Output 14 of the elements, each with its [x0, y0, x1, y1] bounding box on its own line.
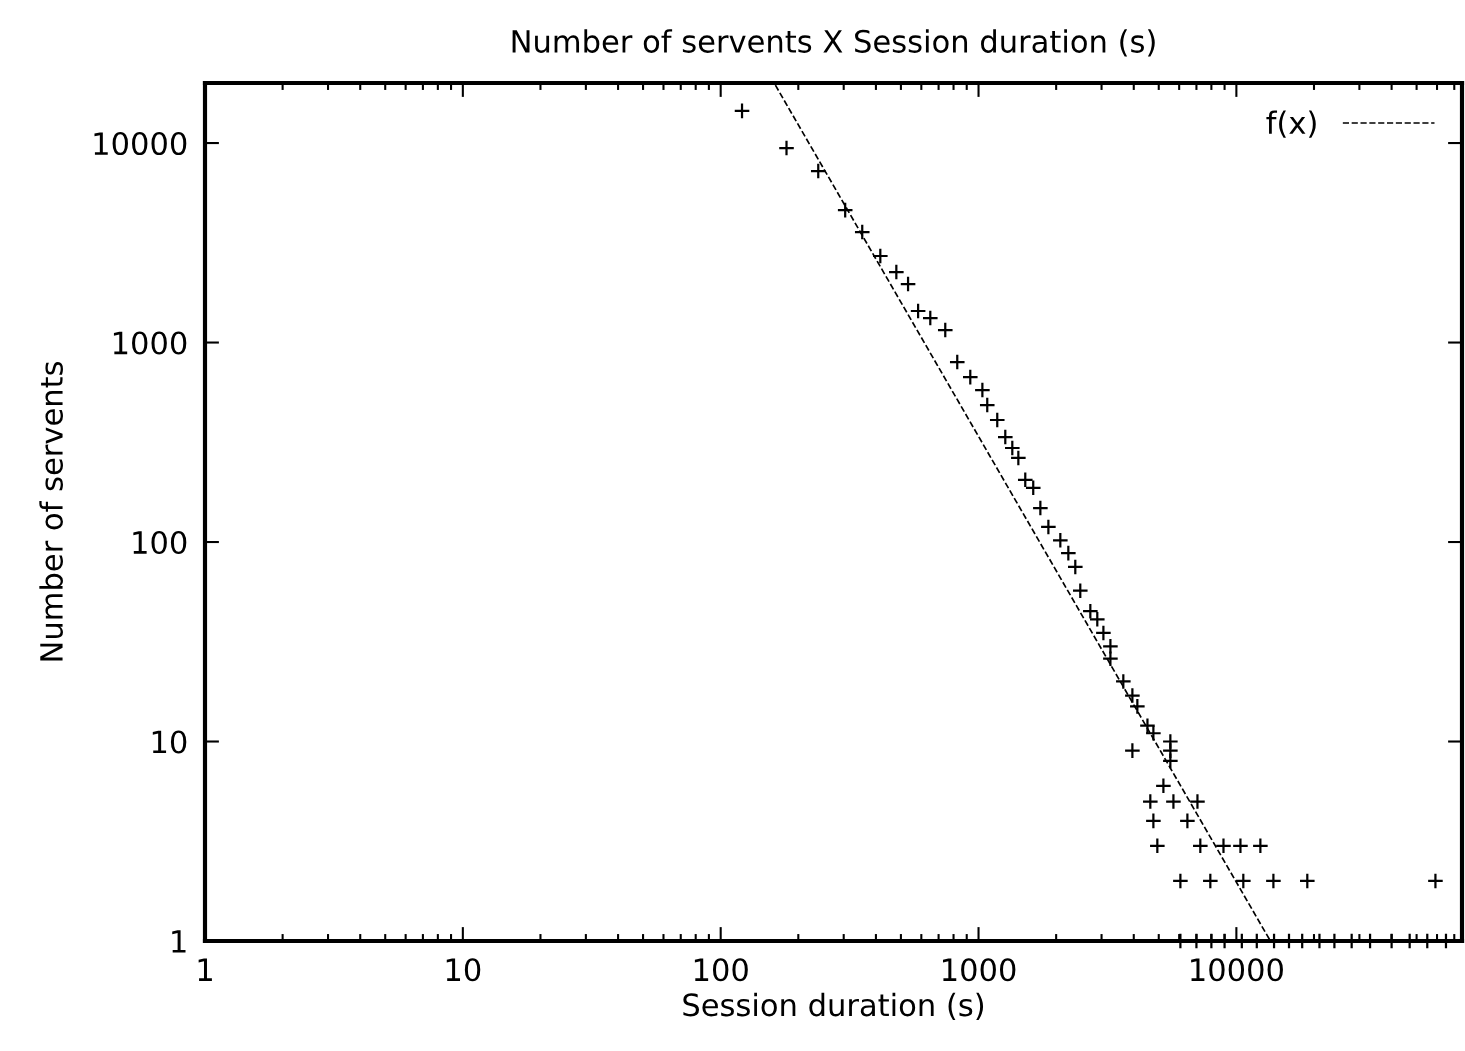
- x-tick-label: 1000: [943, 958, 1016, 982]
- x-tick-label: 100: [694, 958, 748, 982]
- x-tick-label: 10000: [1191, 958, 1283, 982]
- y-tick-label: 10: [152, 730, 187, 754]
- y-tick-label: 10000: [94, 131, 187, 156]
- y-axis-title: Number of servents: [39, 361, 63, 661]
- x-tick-label: 1: [198, 958, 212, 981]
- y-tick-label: 1000: [113, 331, 187, 355]
- x-axis-title: Session duration (s): [683, 992, 984, 1021]
- legend-label: f(x): [1266, 110, 1316, 138]
- y-tick-label: 1: [172, 930, 186, 953]
- y-tick-label: 100: [133, 530, 187, 555]
- x-tick-label: 10: [446, 958, 481, 982]
- chart-title: Number of servents X Session duration (s): [512, 29, 1155, 57]
